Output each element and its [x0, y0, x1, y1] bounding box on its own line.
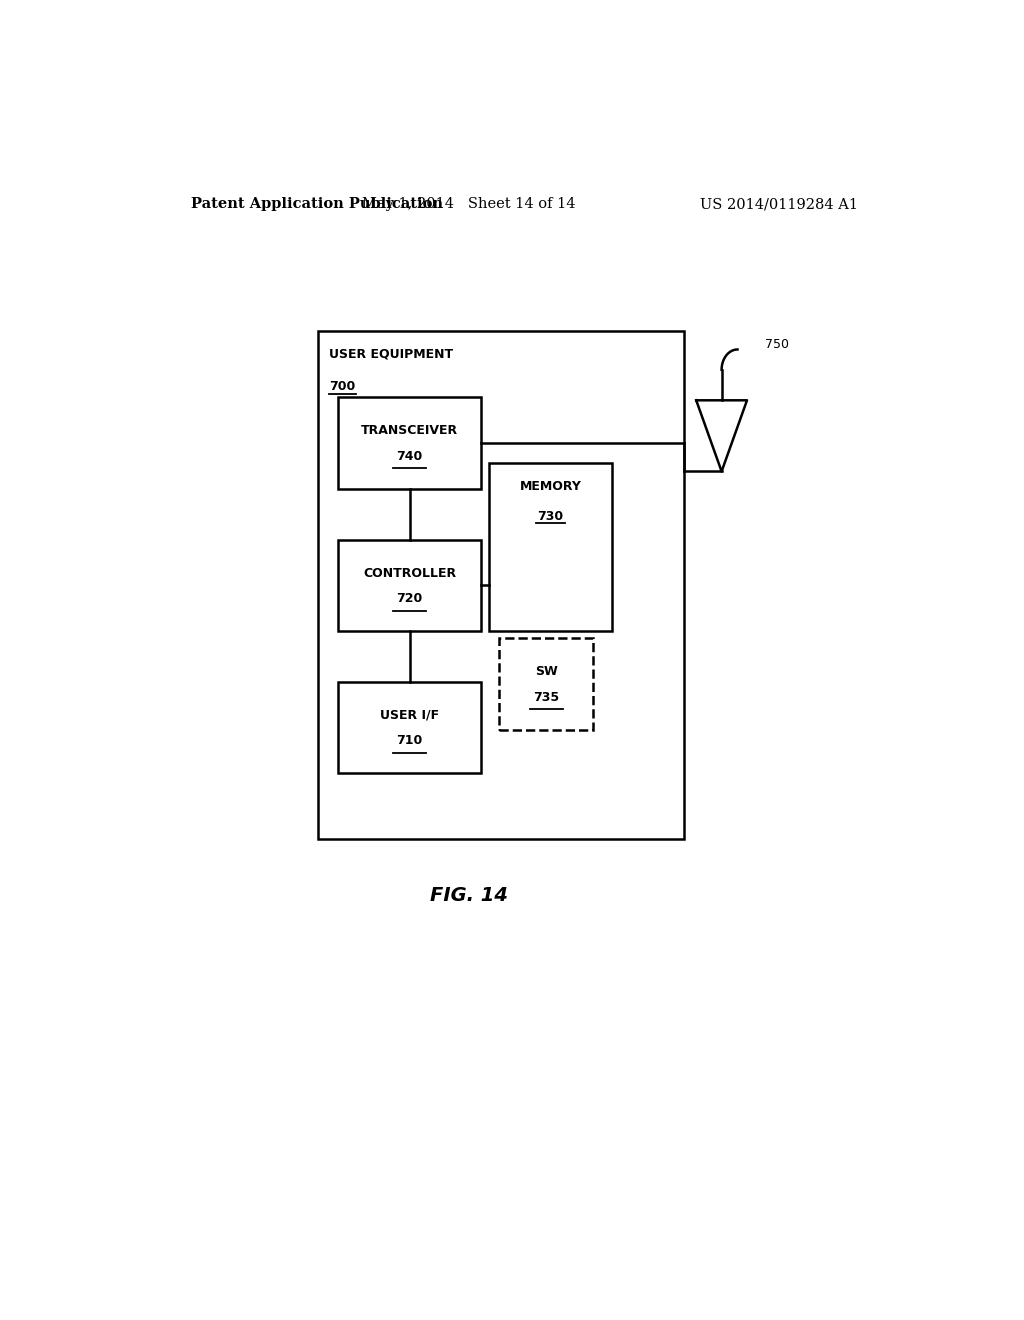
Text: 710: 710: [396, 734, 423, 747]
Text: US 2014/0119284 A1: US 2014/0119284 A1: [700, 197, 858, 211]
Text: USER EQUIPMENT: USER EQUIPMENT: [329, 347, 453, 360]
Text: Patent Application Publication: Patent Application Publication: [191, 197, 443, 211]
Text: 740: 740: [396, 450, 423, 463]
Text: TRANSCEIVER: TRANSCEIVER: [361, 424, 459, 437]
Bar: [489, 463, 612, 631]
Text: CONTROLLER: CONTROLLER: [364, 566, 457, 579]
Bar: [500, 638, 593, 730]
Text: SW: SW: [535, 665, 558, 678]
Text: 750: 750: [765, 338, 790, 351]
Text: FIG. 14: FIG. 14: [430, 886, 508, 904]
Bar: [338, 397, 481, 488]
Text: May 1, 2014   Sheet 14 of 14: May 1, 2014 Sheet 14 of 14: [362, 197, 575, 211]
Bar: [318, 331, 684, 840]
Text: 735: 735: [534, 690, 559, 704]
Bar: [338, 682, 481, 774]
Text: 720: 720: [396, 591, 423, 605]
Bar: [338, 540, 481, 631]
Text: USER I/F: USER I/F: [380, 709, 439, 722]
Text: 700: 700: [329, 380, 355, 393]
Text: 730: 730: [538, 510, 563, 523]
Text: MEMORY: MEMORY: [519, 479, 582, 492]
